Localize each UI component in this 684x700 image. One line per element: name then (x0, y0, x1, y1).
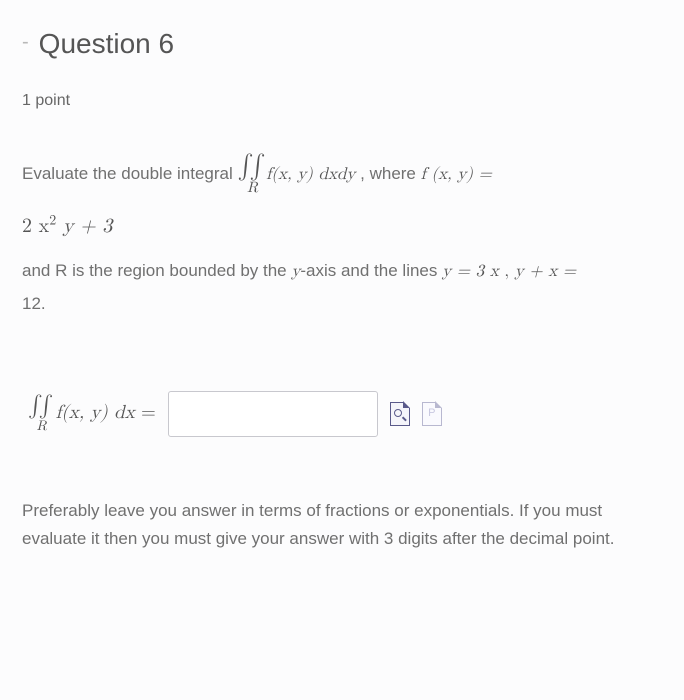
magnifier-icon (394, 409, 402, 417)
rhs-exponent: 2 (49, 213, 56, 227)
answer-instructions: Preferably leave you answer in terms of … (22, 497, 662, 553)
region-text-2: -axis and the lines (300, 261, 442, 280)
integral-region: R (244, 180, 262, 195)
points-label: 1 point (22, 92, 662, 110)
question-container: - Question 6 1 point Evaluate the double… (0, 0, 684, 573)
func-def-rhs: 2 x2 y + 3 (22, 207, 662, 245)
rhs-12: 12. (22, 288, 662, 320)
answer-integrand: f(x, y) dx (56, 403, 135, 422)
question-title: Question 6 (39, 28, 174, 60)
comma: , (499, 263, 515, 280)
equals-sign: = (141, 403, 156, 422)
answer-input[interactable] (168, 391, 378, 437)
func-def-lhs: f (x, y) = (421, 166, 492, 183)
line-b: y + x = (515, 263, 576, 280)
equation-preview-button[interactable] (390, 402, 410, 426)
prompt-where: , where (360, 164, 420, 183)
collapse-icon[interactable]: - (22, 31, 29, 54)
question-prompt: Evaluate the double integral ∫∫ R f(x, y… (22, 154, 662, 321)
y-axis-var: y (291, 263, 300, 280)
line-a: y = 3 x (442, 263, 499, 280)
prompt-lead: Evaluate the double integral (22, 164, 238, 183)
region-text-1: and R is the region bounded by the (22, 261, 291, 280)
question-header: - Question 6 (22, 28, 662, 60)
rhs-prefix: 2 x (22, 216, 49, 236)
equation-help-button[interactable]: P (422, 402, 442, 426)
integrand: f(x, y) dxdy (266, 166, 355, 183)
answer-row: ∫∫ R f(x, y) dx = P (28, 391, 662, 437)
integral-symbol: ∫∫ (238, 154, 262, 178)
integral-region: R (34, 419, 49, 433)
double-integral-icon: ∫∫ R (238, 154, 262, 195)
integral-symbol: ∫∫ (28, 395, 49, 417)
page-icon: P (423, 407, 441, 419)
double-integral-icon: ∫∫ R (28, 395, 49, 433)
rhs-suffix: y + 3 (63, 216, 112, 236)
answer-lhs: ∫∫ R f(x, y) dx = (28, 395, 156, 433)
